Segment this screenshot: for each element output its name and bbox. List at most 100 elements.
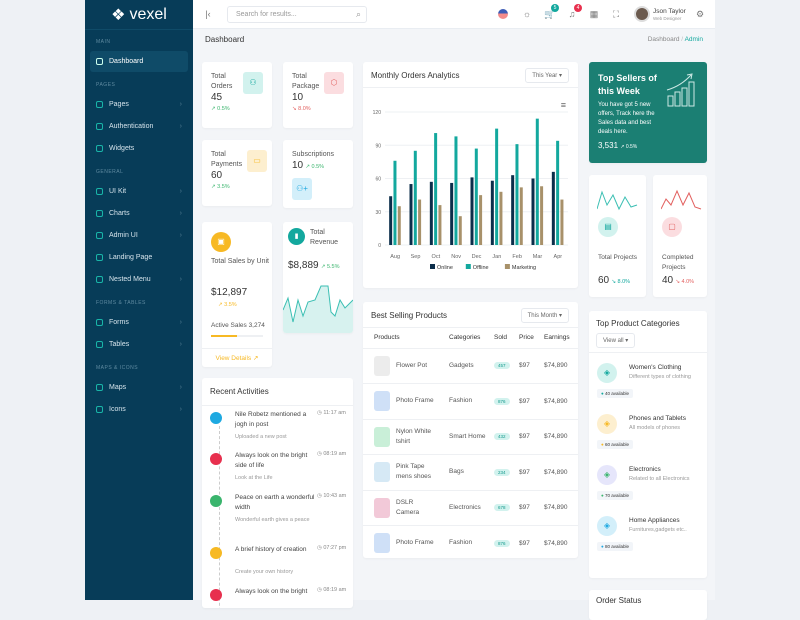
sidebar-item-icon [96, 58, 103, 65]
sidebar-item-label: UI Kit [109, 188, 127, 195]
bar-offline[interactable] [556, 140, 560, 245]
availability-badge: ● 80 available [597, 542, 634, 551]
bar-marketing[interactable] [560, 199, 564, 245]
bar-offline[interactable] [515, 144, 519, 245]
y-tick-label: 0 [378, 243, 381, 249]
avatar[interactable] [634, 6, 650, 22]
sidebar-item[interactable]: Widgets [90, 138, 188, 159]
logo[interactable]: ❖ vexel [85, 0, 193, 30]
column-header: Price [519, 328, 544, 349]
sidebar-item[interactable]: Landing Page [90, 247, 188, 268]
category-icon: ◈ [597, 516, 617, 536]
sidebar-section-title: MAPS & ICONS [96, 365, 139, 371]
column-header: Products [363, 328, 449, 349]
table-row[interactable]: Photo Frame Fashion 876 $97 $74,890 [363, 525, 578, 558]
sidebar-item[interactable]: Nested Menu › [90, 269, 188, 290]
fullscreen-icon[interactable]: ⛶ [612, 9, 620, 19]
theme-toggle-icon[interactable]: ☼ [522, 9, 532, 19]
bar-marketing[interactable] [438, 205, 442, 245]
sidebar-item[interactable]: Charts › [90, 203, 188, 224]
sidebar-item-icon [96, 123, 103, 130]
search-icon[interactable]: ⌕ [355, 9, 361, 19]
flag-us-icon[interactable] [498, 9, 508, 19]
category-icon: ◈ [597, 465, 617, 485]
bar-marketing[interactable] [418, 199, 422, 245]
sidebar-item-label: Landing Page [109, 254, 153, 261]
sidebar-item[interactable]: Dashboard [90, 51, 188, 72]
sidebar-item[interactable]: Icons › [90, 399, 188, 420]
sidebar-item[interactable]: Forms › [90, 312, 188, 333]
shopping-bag-icon: ▣ [211, 232, 231, 252]
products-period-select[interactable]: This Month ▾ [520, 308, 569, 323]
legend-label[interactable]: Marketing [512, 265, 536, 271]
bar-online[interactable] [531, 178, 535, 246]
bar-offline[interactable] [535, 118, 539, 245]
bar-marketing[interactable] [397, 206, 401, 245]
product-thumbnail [374, 391, 390, 412]
collapse-sidebar-icon[interactable]: |‹ [205, 9, 211, 19]
sidebar-section-title: FORMS & TABLES [96, 300, 146, 306]
activity-icon [210, 453, 222, 465]
bar-offline[interactable] [413, 150, 417, 245]
sidebar-item-icon [96, 384, 103, 391]
bar-offline[interactable] [474, 148, 478, 245]
bar-marketing[interactable] [458, 216, 462, 245]
bar-online[interactable] [490, 180, 494, 245]
search-input[interactable]: Search for results... ⌕ [227, 6, 367, 23]
revenue-sparkline [283, 285, 353, 333]
sidebar-item[interactable]: Maps › [90, 377, 188, 398]
notification-bell-icon[interactable]: ♫ 4 [567, 4, 582, 19]
categories-filter-select[interactable]: View all ▾ [596, 333, 636, 348]
sidebar-item[interactable]: Admin UI › [90, 225, 188, 246]
bar-online[interactable] [450, 182, 454, 245]
bar-online[interactable] [409, 184, 413, 245]
table-row[interactable]: Flower Pot Gadgets 457 $97 $74,890 [363, 348, 578, 384]
add-user-icon: ⚇+ [292, 178, 312, 200]
activity-icon [210, 547, 222, 559]
bar-offline[interactable] [495, 128, 499, 245]
availability-badge: ● 60 available [597, 440, 634, 449]
table-row[interactable]: Pink Tape mens shoes Bags 234 $97 $74,89… [363, 454, 578, 491]
bar-online[interactable] [389, 196, 393, 245]
table-row[interactable]: DSLR Camera Electronics 678 $97 $74,890 [363, 490, 578, 526]
user-icon: ⚇ [243, 72, 263, 94]
apps-grid-icon[interactable]: ▦ [589, 9, 599, 19]
bar-offline[interactable] [454, 136, 458, 245]
x-tick-label: Nov [451, 254, 461, 260]
sidebar-item[interactable]: Pages › [90, 94, 188, 115]
legend-swatch [430, 264, 435, 269]
bar-marketing[interactable] [540, 186, 544, 245]
bar-online[interactable] [429, 181, 433, 245]
bar-marketing[interactable] [479, 195, 483, 245]
active-sales-progress [211, 335, 263, 337]
sold-badge: 457 [494, 362, 510, 370]
bar-offline[interactable] [393, 160, 397, 245]
bar-marketing[interactable] [519, 187, 523, 245]
legend-label[interactable]: Offline [473, 265, 489, 271]
sidebar-item-icon [96, 406, 103, 413]
sidebar-item[interactable]: Authentication › [90, 116, 188, 137]
bar-online[interactable] [551, 171, 555, 245]
bar-marketing[interactable] [499, 191, 503, 245]
chevron-right-icon: › [179, 341, 182, 348]
chart-menu-icon[interactable]: ≡ [560, 100, 566, 110]
main: |‹ Search for results... ⌕ ☼ 🛒 5 ♫ 4 ▦ ⛶ Js… [193, 0, 715, 620]
completed-sparkline [661, 189, 702, 210]
sidebar-item[interactable]: Tables › [90, 334, 188, 355]
table-row[interactable]: Photo Frame Fashion 876 $97 $74,890 [363, 383, 578, 420]
briefcase-icon: ▤ [598, 217, 618, 237]
chevron-right-icon: › [179, 319, 182, 326]
sidebar-item-icon [96, 232, 103, 239]
legend-label[interactable]: Online [437, 265, 453, 271]
settings-gear-icon[interactable]: ⚙ [695, 9, 705, 19]
bar-online[interactable] [511, 175, 515, 245]
cart-icon[interactable]: 🛒 5 [544, 4, 559, 19]
bar-online[interactable] [470, 177, 474, 245]
chart-period-select[interactable]: This Year ▾ [525, 68, 569, 83]
total-revenue-card: ▮ Total Revenue $8,889 ↗ 5.5% [283, 222, 353, 333]
bar-offline[interactable] [434, 133, 438, 245]
sidebar-item[interactable]: UI Kit › [90, 181, 188, 202]
availability-badge: ● 70 available [597, 491, 634, 500]
view-details-link[interactable]: View Details ↗ [202, 348, 272, 362]
table-row[interactable]: Nylon White tshirt Smart Home 432 $97 $7… [363, 419, 578, 455]
